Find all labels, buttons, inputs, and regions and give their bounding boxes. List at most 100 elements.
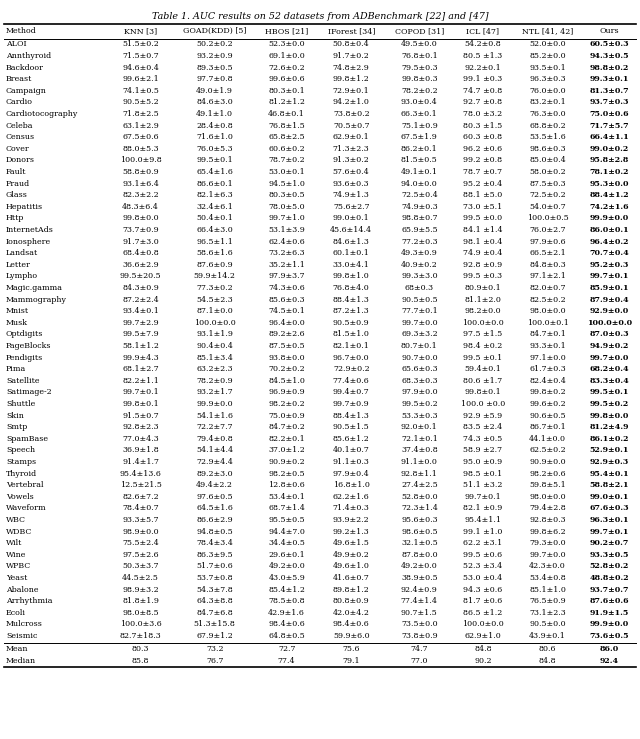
Text: 98.4±0.6: 98.4±0.6 [268,621,305,628]
Text: 74.9±1.3: 74.9±1.3 [333,191,370,200]
Text: 85.1±3.4: 85.1±3.4 [196,353,233,361]
Text: 90.5±1.5: 90.5±1.5 [333,423,370,431]
Text: Vertebral: Vertebral [6,481,44,489]
Text: 73.1±2.3: 73.1±2.3 [529,609,566,617]
Text: 40.9±0.2: 40.9±0.2 [401,261,438,269]
Text: 49.1±1.0: 49.1±1.0 [196,110,233,118]
Text: Pima: Pima [6,365,26,373]
Text: 73.0 ±5.1: 73.0 ±5.1 [463,202,502,211]
Text: Ecoli: Ecoli [6,609,26,617]
Text: 90.2: 90.2 [474,657,492,665]
Text: 98.2±0.6: 98.2±0.6 [529,469,566,477]
Text: 85.0±0.4: 85.0±0.4 [529,157,566,164]
Text: 95.4±1.1: 95.4±1.1 [465,516,501,524]
Text: 73.7±0.9: 73.7±0.9 [122,226,159,234]
Text: 90.5±0.0: 90.5±0.0 [529,621,566,628]
Text: 76.8±0.1: 76.8±0.1 [401,52,438,60]
Text: 99.2 ±0.8: 99.2 ±0.8 [463,157,502,164]
Text: 99.3±3.0: 99.3±3.0 [401,273,438,280]
Text: 99.9±4.3: 99.9±4.3 [122,353,159,361]
Text: 49.6±1.5: 49.6±1.5 [333,539,370,547]
Text: 60.3 ±0.8: 60.3 ±0.8 [463,133,502,141]
Text: 96.3±0.1: 96.3±0.1 [589,516,629,524]
Text: 49.2±0.0: 49.2±0.0 [268,562,305,571]
Text: 80.6 ±1.7: 80.6 ±1.7 [463,377,502,385]
Text: 93.2±1.7: 93.2±1.7 [196,389,233,396]
Text: 74.3±0.6: 74.3±0.6 [268,284,305,292]
Text: 96.5±1.1: 96.5±1.1 [196,238,233,245]
Text: 82.5±0.2: 82.5±0.2 [529,296,566,304]
Text: 94.6±0.4: 94.6±0.4 [122,64,159,72]
Text: 84.3±0.9: 84.3±0.9 [122,284,159,292]
Text: 99.9±0.0: 99.9±0.0 [196,400,233,408]
Text: 99.5±20.5: 99.5±20.5 [120,273,161,280]
Text: 85.8: 85.8 [132,657,149,665]
Text: 93.3±5.7: 93.3±5.7 [122,516,159,524]
Text: 81.3±0.7: 81.3±0.7 [589,86,629,95]
Text: 78.4±3.4: 78.4±3.4 [196,539,233,547]
Text: 65.4±1.6: 65.4±1.6 [196,168,233,176]
Text: 97.7±0.8: 97.7±0.8 [196,75,233,84]
Text: 89.3±0.5: 89.3±0.5 [196,64,233,72]
Text: 46.8±0.1: 46.8±0.1 [268,110,305,118]
Text: 82.1±0.1: 82.1±0.1 [333,342,370,350]
Text: 99.1 ±0.3: 99.1 ±0.3 [463,75,502,84]
Text: 93.0±0.4: 93.0±0.4 [401,98,438,106]
Text: 69.1±0.0: 69.1±0.0 [268,52,305,60]
Text: 95.3±0.0: 95.3±0.0 [589,180,629,188]
Text: 93.5±0.1: 93.5±0.1 [529,64,566,72]
Text: 49.3±0.9: 49.3±0.9 [401,249,438,257]
Text: 99.8±0.0: 99.8±0.0 [122,214,159,222]
Text: 78.0 ±3.2: 78.0 ±3.2 [463,110,502,118]
Text: 51.1 ±3.2: 51.1 ±3.2 [463,481,502,489]
Text: 68.1±2.7: 68.1±2.7 [122,365,159,373]
Text: 78.4±0.7: 78.4±0.7 [122,505,159,512]
Text: 95.5±0.5: 95.5±0.5 [268,516,305,524]
Text: 87.8±0.0: 87.8±0.0 [401,551,438,559]
Text: 82.7±18.3: 82.7±18.3 [120,632,161,640]
Text: 98.5 ±0.1: 98.5 ±0.1 [463,469,502,477]
Text: 99.6±2.1: 99.6±2.1 [122,75,159,84]
Text: 86.6±0.1: 86.6±0.1 [196,180,233,188]
Text: 94.3±0.5: 94.3±0.5 [589,52,629,60]
Text: 87.2±2.4: 87.2±2.4 [122,296,159,304]
Text: 50.2±0.2: 50.2±0.2 [196,41,233,48]
Text: 57.6±0.4: 57.6±0.4 [333,168,370,176]
Text: 35.2±1.1: 35.2±1.1 [268,261,305,269]
Text: 62.5±0.2: 62.5±0.2 [529,446,566,454]
Text: 92.2±0.1: 92.2±0.1 [465,64,501,72]
Text: 75.6: 75.6 [342,645,360,653]
Text: 49.9±0.2: 49.9±0.2 [333,551,370,559]
Text: 78.0±5.0: 78.0±5.0 [268,202,305,211]
Text: 77.0: 77.0 [411,657,428,665]
Text: 82.3±2.2: 82.3±2.2 [122,191,159,200]
Text: 91.9±1.5: 91.9±1.5 [589,609,629,617]
Text: 54.3±7.8: 54.3±7.8 [196,585,233,593]
Text: 65.9±5.5: 65.9±5.5 [401,226,438,234]
Text: 99.7±1.0: 99.7±1.0 [268,214,305,222]
Text: 99.7±0.0: 99.7±0.0 [529,551,566,559]
Text: 88.1 ±5.0: 88.1 ±5.0 [463,191,502,200]
Text: 97.9±0.4: 97.9±0.4 [333,469,370,477]
Text: WBC: WBC [6,516,26,524]
Text: 80.3±0.1: 80.3±0.1 [268,86,305,95]
Text: 88.4±1.3: 88.4±1.3 [333,412,370,420]
Text: 40.1±0.7: 40.1±0.7 [333,446,370,454]
Text: WDBC: WDBC [6,528,33,536]
Text: 78.2±0.9: 78.2±0.9 [196,377,233,385]
Text: 53.7±0.8: 53.7±0.8 [196,574,233,582]
Text: 53.5±1.6: 53.5±1.6 [529,133,566,141]
Text: 72.9±4.4: 72.9±4.4 [196,458,233,466]
Text: Census: Census [6,133,35,141]
Text: 79.5±0.3: 79.5±0.3 [401,64,438,72]
Text: 98.0±8.5: 98.0±8.5 [122,609,159,617]
Text: 61.7±0.3: 61.7±0.3 [529,365,566,373]
Text: 98.1 ±0.4: 98.1 ±0.4 [463,238,502,245]
Text: 71.4±0.3: 71.4±0.3 [333,505,370,512]
Text: 100.0 ±0.0: 100.0 ±0.0 [461,400,505,408]
Text: 98.2±0.2: 98.2±0.2 [268,400,305,408]
Text: 95.0 ±0.9: 95.0 ±0.9 [463,458,502,466]
Text: 92.4: 92.4 [600,657,619,665]
Text: 83.3±0.4: 83.3±0.4 [589,377,629,385]
Text: 90.7±1.5: 90.7±1.5 [401,609,438,617]
